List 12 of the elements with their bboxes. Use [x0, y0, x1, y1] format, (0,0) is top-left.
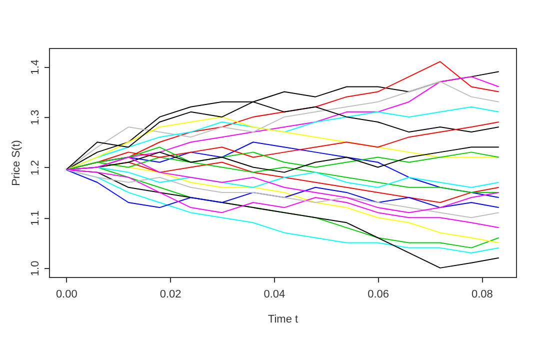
- y-tick-label: 1.1: [30, 210, 42, 226]
- x-axis-title: Time t: [268, 314, 298, 326]
- y-axis-title: Price S(t): [10, 140, 22, 186]
- y-tick-label: 1.3: [30, 110, 42, 126]
- x-tick-label: 0.02: [160, 288, 182, 300]
- y-tick-label: 1.0: [30, 260, 42, 276]
- x-tick-label: 0.04: [264, 288, 286, 300]
- x-tick-label: 0.06: [368, 288, 390, 300]
- x-tick-label: 0.00: [56, 288, 78, 300]
- y-tick-label: 1.2: [30, 160, 42, 176]
- y-tick-label: 1.4: [30, 59, 42, 75]
- x-tick-label: 0.08: [472, 288, 493, 300]
